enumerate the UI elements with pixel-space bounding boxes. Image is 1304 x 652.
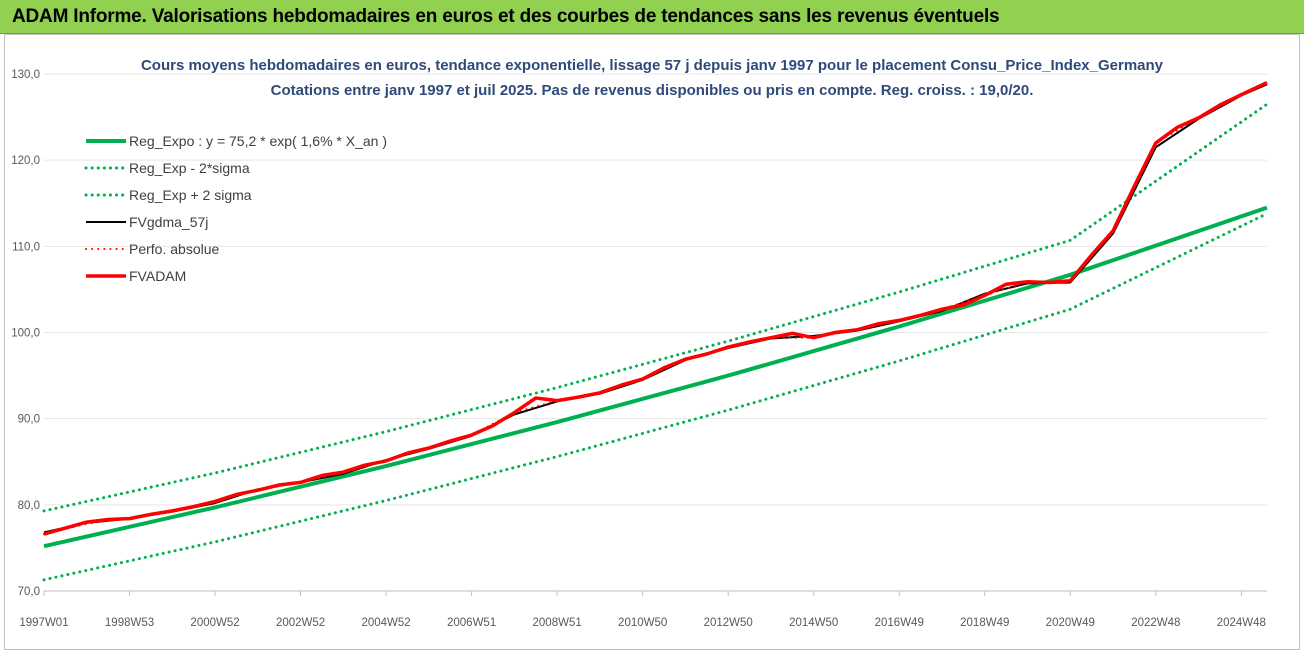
series-line-3: [42, 102, 1269, 513]
x-tick-label: 1997W01: [19, 617, 68, 629]
x-tick-label: 2014W50: [789, 617, 838, 629]
series-line-2: [42, 212, 1269, 582]
grid-lines: [44, 73, 1267, 592]
legend-entry-label: Reg_Exp + 2 sigma: [129, 187, 252, 203]
page-title: ADAM Informe. Valorisations hebdomadaire…: [12, 6, 1000, 27]
series-line-1: [43, 205, 1268, 549]
y-tick-label: 120,0: [11, 155, 40, 167]
legend-entry-label: Reg_Expo : y = 75,2 * exp( 1,6% * X_an ): [129, 133, 387, 149]
series-line-4: [43, 83, 1268, 534]
series-line-5: [43, 81, 1268, 536]
legend-entry-label: FVADAM: [129, 268, 186, 284]
y-tick-label: 130,0: [11, 69, 40, 81]
chart-title: Cours moyens hebdomadaires en euros, ten…: [141, 57, 1164, 74]
legend-entry-label: FVgdma_57j: [129, 214, 208, 230]
x-tick-label: 1998W53: [105, 617, 154, 629]
x-tick-label: 2012W50: [704, 617, 753, 629]
legend: Reg_Expo : y = 75,2 * exp( 1,6% * X_an )…: [84, 133, 387, 284]
y-tick-label: 90,0: [18, 414, 40, 426]
axis-ticks: 70,0 80,0 90,0 100,0 110,0 120,0 130,0 1997W01 1…: [11, 69, 1266, 629]
x-tick-label: 2020W49: [1046, 617, 1095, 629]
x-tick-label: 2018W49: [960, 617, 1009, 629]
x-tick-label: 2022W48: [1131, 617, 1180, 629]
series-line-6: [43, 81, 1268, 536]
chart-frame: 70,0 80,0 90,0 100,0 110,0 120,0 130,0 1997W01 1…: [4, 34, 1300, 650]
legend-entry-label: Reg_Exp - 2*sigma: [129, 160, 250, 176]
x-tick-label: 2002W52: [276, 617, 325, 629]
y-tick-label: 100,0: [11, 328, 40, 340]
x-tick-label: 2004W52: [361, 617, 410, 629]
chart-subtitle: Cotations entre janv 1997 et juil 2025. …: [271, 82, 1034, 99]
y-tick-label: 110,0: [12, 241, 40, 253]
series-lines: [42, 81, 1269, 582]
legend-entry-label: Perfo. absolue: [129, 241, 219, 257]
y-tick-label: 80,0: [18, 500, 40, 512]
x-tick-label: 2024W48: [1217, 617, 1266, 629]
x-tick-label: 2000W52: [190, 617, 239, 629]
x-tick-label: 2006W51: [447, 617, 496, 629]
y-tick-label: 70,0: [18, 586, 40, 598]
line-chart: 70,0 80,0 90,0 100,0 110,0 120,0 130,0 1997W01 1…: [11, 57, 1269, 629]
page-header: ADAM Informe. Valorisations hebdomadaire…: [0, 0, 1304, 34]
x-tick-label: 2010W50: [618, 617, 667, 629]
x-tick-label: 2008W51: [533, 617, 582, 629]
x-tick-label: 2016W49: [875, 617, 924, 629]
